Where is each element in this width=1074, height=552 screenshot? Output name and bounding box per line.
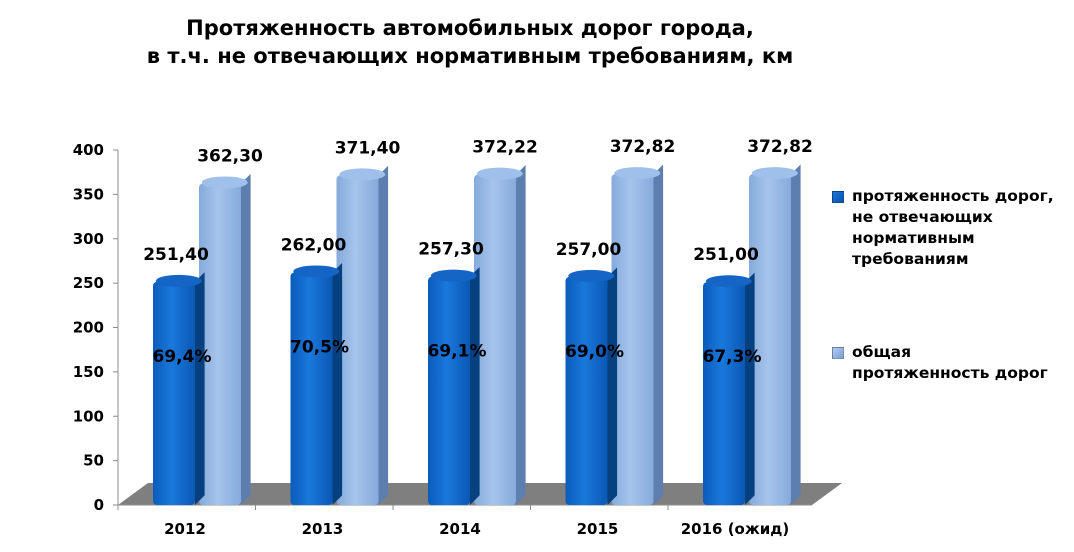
bar-substandard-1-front <box>290 272 333 505</box>
bar-total-4 <box>749 164 801 505</box>
bar-substandard-0-front <box>153 281 195 505</box>
bar-substandard-3 <box>565 267 618 505</box>
y-tick-label: 250 <box>73 274 104 292</box>
bar-total-0 <box>199 173 251 506</box>
percent-label-0: 69,4% <box>153 347 212 367</box>
bar-total-3-front <box>611 174 654 505</box>
legend-swatch-dark <box>832 191 844 203</box>
legend-label-line: требованиям <box>852 250 969 268</box>
value-label-substandard-4: 251,00 <box>693 245 759 265</box>
bar-total-1 <box>336 165 389 505</box>
bar-total-0-side <box>241 173 251 505</box>
bar-substandard-3-top <box>568 269 615 282</box>
bar-substandard-1-top <box>293 265 340 278</box>
bar-total-1-side <box>378 165 389 505</box>
bar-substandard-2-front <box>428 276 470 505</box>
value-label-substandard-0: 251,40 <box>143 245 209 265</box>
percent-label-4: 67,3% <box>703 347 762 367</box>
bar-total-3-side <box>653 164 664 505</box>
bar-substandard-4 <box>703 272 755 505</box>
y-tick-label: 300 <box>73 230 104 248</box>
bar-total-3-top <box>614 167 661 180</box>
y-tick-label: 150 <box>73 363 104 381</box>
labels-layer: 362,30 251,40 69,4% 371,40 262,00 70,5% 372,22… <box>143 137 813 367</box>
bar-substandard-1 <box>290 262 343 505</box>
bar-total-2-side <box>516 165 526 505</box>
percent-label-2: 69,1% <box>428 342 487 362</box>
bar-total-2 <box>474 165 526 505</box>
bar-substandard-2 <box>428 267 480 505</box>
x-tick-label: 2014 <box>439 520 481 538</box>
legend-item-substandard-roads: протяженность дорог, не отвечающих норма… <box>832 186 1072 270</box>
value-label-substandard-2: 257,30 <box>418 240 484 260</box>
bar-substandard-4-side <box>745 272 755 505</box>
chart-title-line-2: в т.ч. не отвечающих нормативным требова… <box>146 44 794 68</box>
bar-substandard-4-front <box>703 282 745 505</box>
percent-label-1: 70,5% <box>290 337 349 357</box>
bar-total-4-top <box>751 167 798 180</box>
legend-swatch-light <box>832 347 844 359</box>
bar-total-0-top <box>201 176 248 189</box>
legend-label-line: протяженность дорог, <box>852 187 1054 205</box>
y-tick-label: 200 <box>73 319 104 337</box>
bar-total-1-top <box>339 168 386 181</box>
legend-label-line: нормативным <box>852 229 975 247</box>
x-tick-label: 2015 <box>577 520 619 538</box>
value-label-total-4: 372,82 <box>747 137 813 157</box>
legend-label-line: общая <box>852 343 912 361</box>
value-label-total-3: 372,82 <box>610 137 676 157</box>
y-tick-label: 400 <box>73 141 104 159</box>
y-tick-label: 0 <box>94 496 104 514</box>
value-label-total-1: 371,40 <box>335 138 401 158</box>
bars-layer <box>153 164 801 506</box>
chart-title: Протяженность автомобильных дорог города… <box>90 14 850 70</box>
bar-substandard-3-front <box>565 276 608 505</box>
bar-total-4-side <box>791 164 801 505</box>
value-label-total-0: 362,30 <box>197 146 263 166</box>
bar-substandard-0 <box>153 272 205 505</box>
bar-total-1-front <box>336 175 379 505</box>
bar-substandard-0-side <box>195 272 205 505</box>
x-tick-label: 2012 <box>164 520 206 538</box>
value-label-total-2: 372,22 <box>472 138 538 158</box>
legend-label-line: не отвечающих <box>852 208 993 226</box>
bar-substandard-2-top <box>430 269 477 282</box>
y-tick-label: 50 <box>83 452 104 470</box>
percent-label-3: 69,0% <box>565 342 624 362</box>
value-label-substandard-1: 262,00 <box>281 235 347 255</box>
bar-substandard-0-top <box>155 274 202 287</box>
legend-label-line: протяженность дорог <box>852 364 1048 382</box>
value-label-substandard-3: 257,00 <box>556 240 622 260</box>
bar-substandard-3-side <box>607 267 618 505</box>
bar-substandard-1-side <box>332 262 343 505</box>
bar-total-4-front <box>749 174 791 505</box>
legend: протяженность дорог, не отвечающих норма… <box>832 186 1072 384</box>
x-tick-label: 2016 (ожид) <box>681 520 790 538</box>
bar-total-0-front <box>199 183 241 506</box>
y-tick-label: 100 <box>73 407 104 425</box>
bar-total-2-front <box>474 174 516 505</box>
chart-title-line-1: Протяженность автомобильных дорог города… <box>186 16 754 40</box>
bar-total-3 <box>611 164 664 505</box>
x-tick-label: 2013 <box>302 520 344 538</box>
y-tick-label: 350 <box>73 185 104 203</box>
bar-substandard-2-side <box>470 267 480 505</box>
legend-item-total-roads: общая протяженность дорог <box>832 342 1072 384</box>
bar-substandard-4-top <box>705 275 752 288</box>
bar-total-2-top <box>476 167 523 180</box>
